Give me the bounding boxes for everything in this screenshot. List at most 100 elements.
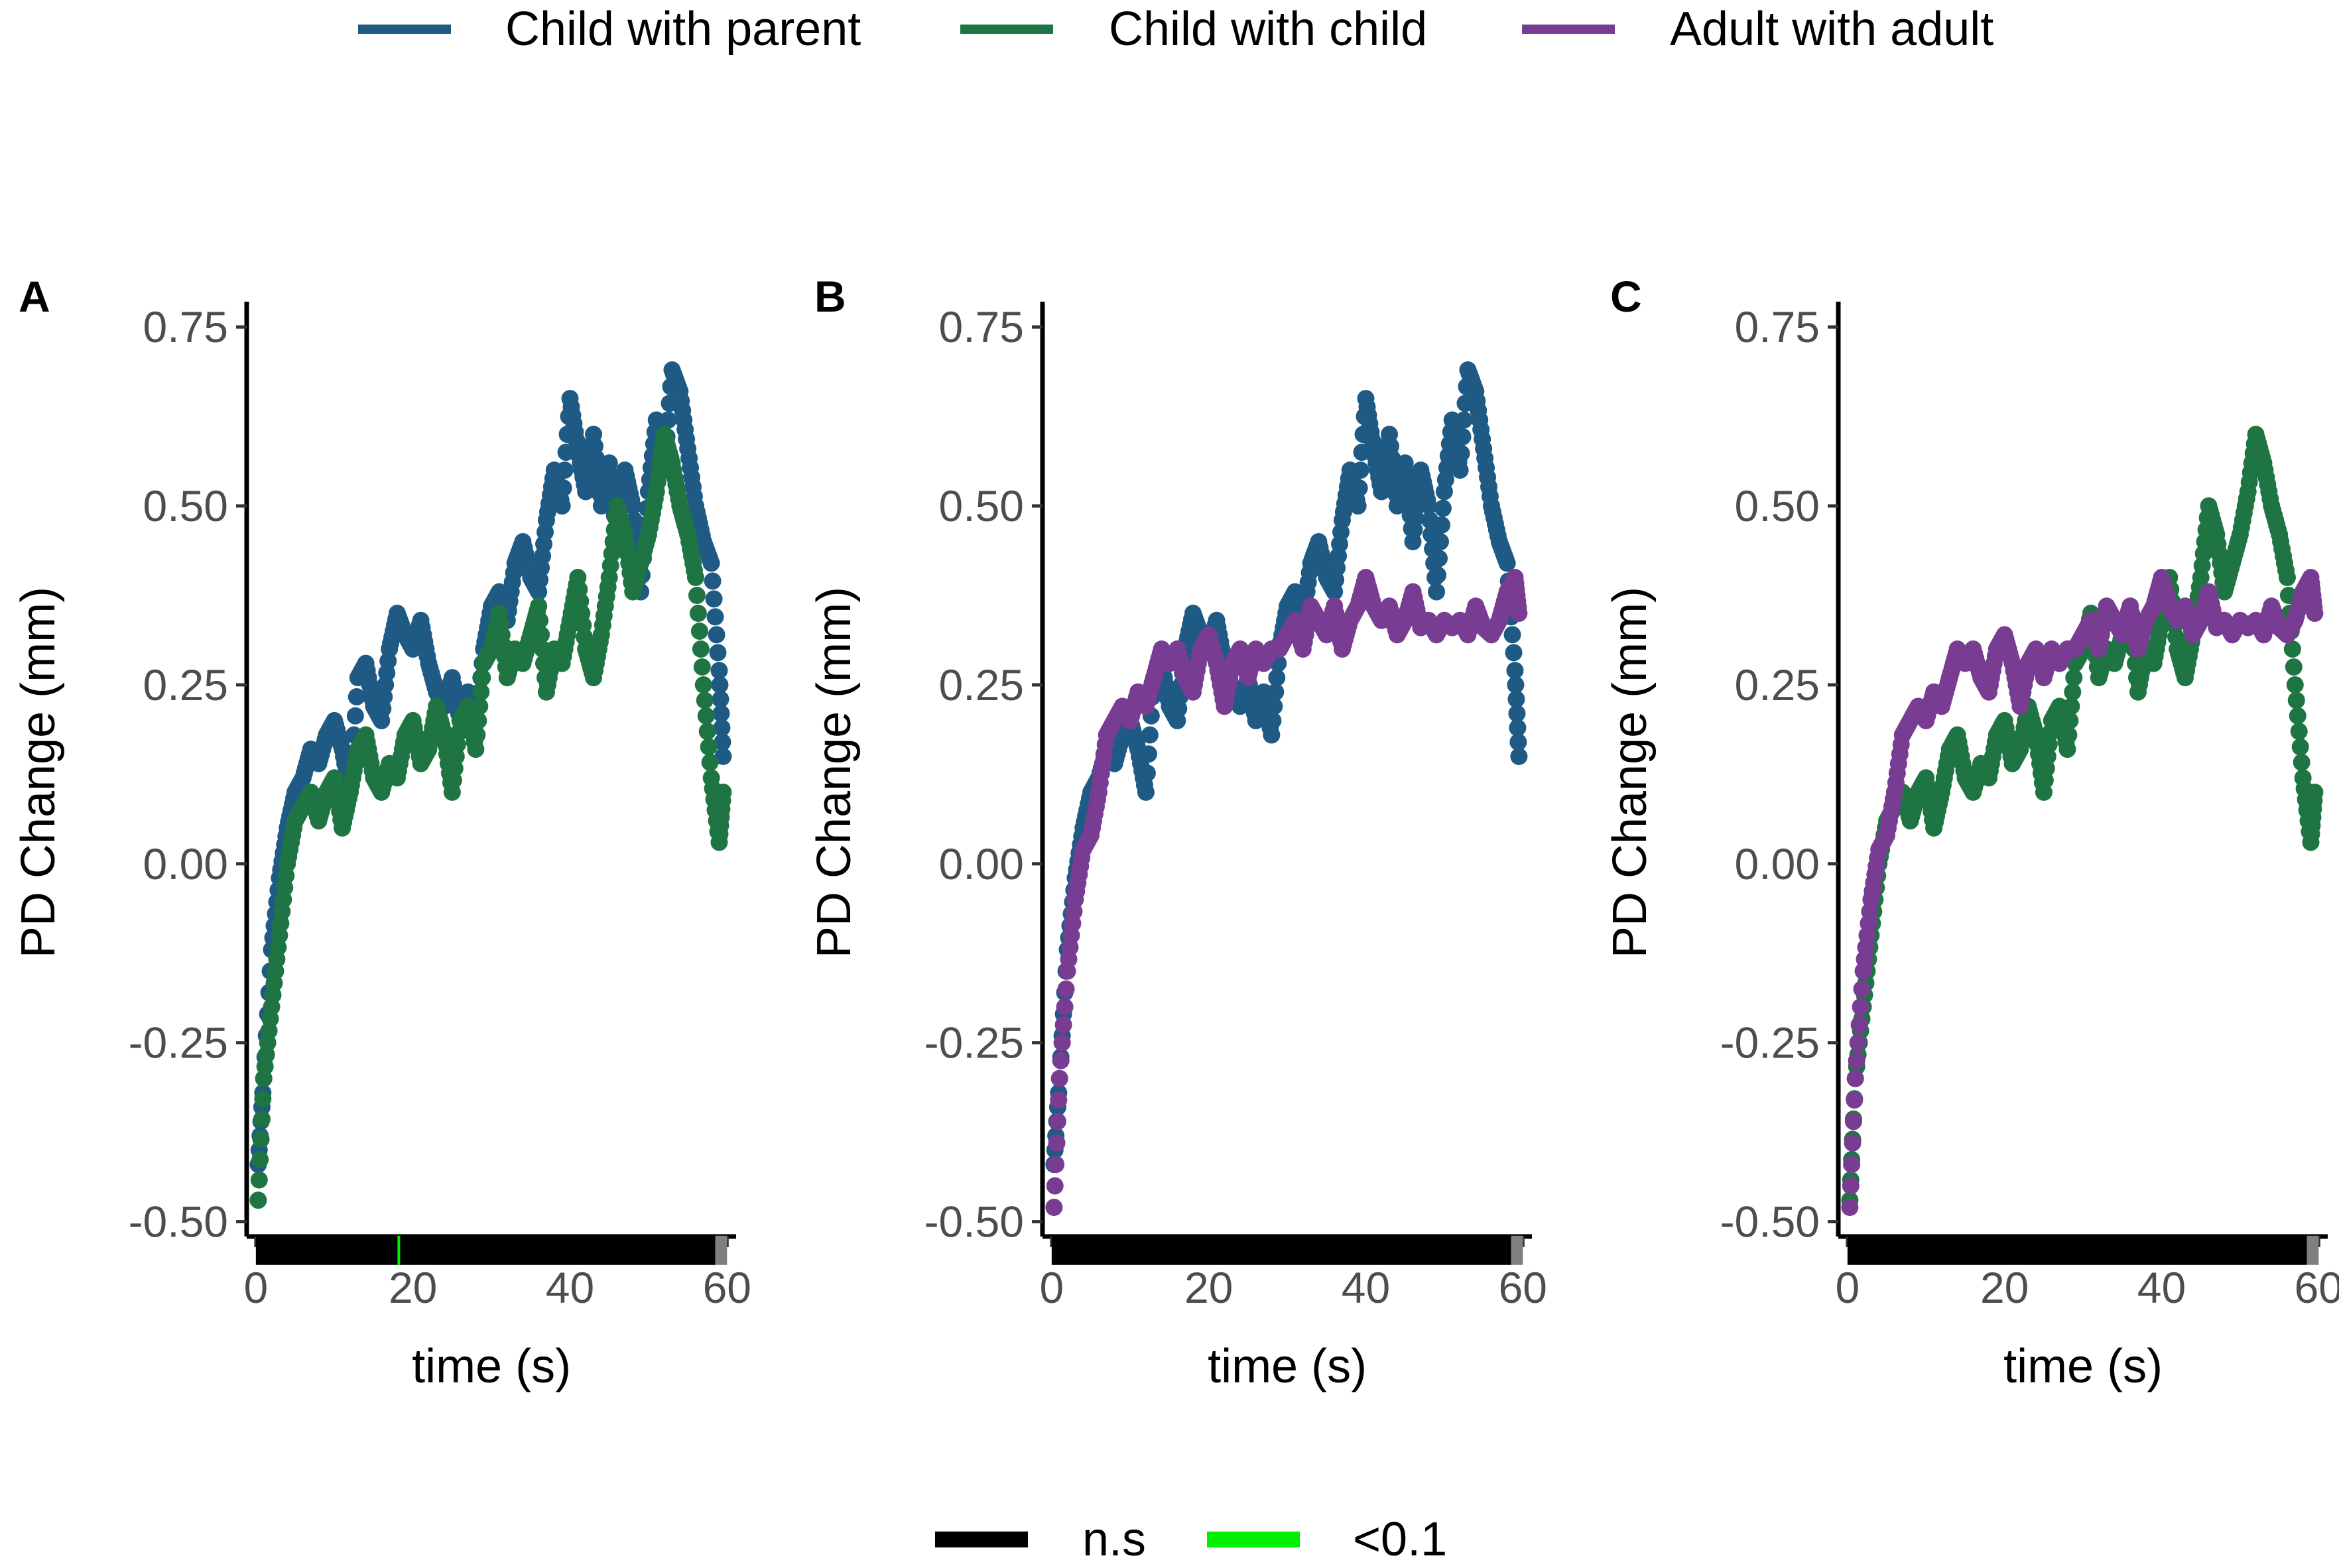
data-point xyxy=(1848,1052,1865,1069)
x-tick-label: 0 xyxy=(1835,1263,1860,1312)
data-point xyxy=(1842,1177,1860,1195)
data-point xyxy=(1057,980,1075,998)
y-axis-title: PD Change (mm) xyxy=(808,587,861,958)
data-point xyxy=(1507,676,1525,694)
data-point xyxy=(1846,1069,1864,1087)
data-point xyxy=(706,608,724,626)
series-child-with-child xyxy=(249,426,732,1209)
x-tick-label: 60 xyxy=(1499,1263,1547,1312)
data-point xyxy=(1510,747,1528,765)
data-point xyxy=(2060,726,2078,744)
data-point xyxy=(1350,479,1368,497)
y-tick-label: -0.50 xyxy=(1720,1197,1820,1246)
legend-top: Child with parent Child with child Adult… xyxy=(358,3,1993,56)
data-point xyxy=(1268,669,1286,687)
y-tick-label: -0.25 xyxy=(129,1018,228,1067)
data-point xyxy=(2064,683,2082,701)
data-point xyxy=(252,1130,270,1148)
significance-bar xyxy=(1051,1235,1511,1265)
data-point xyxy=(474,669,491,687)
data-point xyxy=(472,683,490,701)
data-point xyxy=(2289,707,2307,725)
significance-bar xyxy=(1847,1235,2307,1265)
x-tick-label: 60 xyxy=(703,1263,751,1312)
legend-swatch-ns xyxy=(935,1532,1028,1547)
y-tick-label: 0.00 xyxy=(1735,839,1820,888)
data-point xyxy=(253,1110,271,1128)
data-point xyxy=(1509,733,1527,751)
data-point xyxy=(700,738,718,756)
data-point xyxy=(714,747,732,765)
data-point xyxy=(2061,711,2079,729)
x-tick-label: 20 xyxy=(1980,1263,2029,1312)
data-point xyxy=(694,676,712,694)
data-point xyxy=(1506,662,1524,680)
y-tick-label: 0.50 xyxy=(939,481,1024,530)
data-point xyxy=(713,719,731,737)
data-point xyxy=(1053,1034,1071,1052)
data-point xyxy=(2293,753,2310,771)
y-tick-label: 0.75 xyxy=(939,302,1024,351)
data-point xyxy=(467,741,485,758)
data-point xyxy=(2283,640,2301,658)
y-tick-label: 0.25 xyxy=(939,660,1024,709)
data-point xyxy=(1047,1156,1065,1174)
data-point xyxy=(1503,626,1521,644)
data-point xyxy=(711,676,729,694)
data-point xyxy=(1397,467,1415,485)
significance-bar-end xyxy=(1511,1235,1523,1265)
y-axis-title: PD Change (mm) xyxy=(1604,587,1657,958)
series-adult-with-adult xyxy=(1841,569,2324,1217)
data-point xyxy=(1849,1034,1867,1052)
x-axis-title: time (s) xyxy=(2003,1340,2163,1393)
data-point xyxy=(470,711,487,729)
data-point xyxy=(701,753,719,771)
data-point xyxy=(1352,461,1369,479)
data-point xyxy=(471,697,489,715)
data-point xyxy=(704,572,722,590)
legend-label-child-with-parent: Child with parent xyxy=(505,3,861,56)
data-point xyxy=(709,644,727,662)
data-point xyxy=(1430,550,1448,568)
data-point xyxy=(2291,738,2309,756)
data-point xyxy=(1853,980,1871,998)
data-point xyxy=(1509,719,1527,737)
significance-mark-lt01 xyxy=(397,1235,401,1265)
x-tick-label: 40 xyxy=(1342,1263,1390,1312)
data-point xyxy=(1428,583,1446,601)
data-point xyxy=(1265,697,1283,715)
data-point xyxy=(1429,566,1447,584)
data-point xyxy=(697,707,715,725)
significance-bar-end xyxy=(715,1235,727,1265)
panel-a: A 0.75 0.50 0.25 0.00 -0.25 -0.50 0 20 40 60 time (… xyxy=(12,272,751,1393)
data-point xyxy=(1137,783,1155,801)
data-point xyxy=(1507,690,1525,708)
data-point xyxy=(1056,998,1074,1016)
x-axis-title: time (s) xyxy=(412,1340,571,1393)
data-point xyxy=(714,733,731,751)
data-point xyxy=(1852,998,1869,1016)
x-tick-label: 0 xyxy=(1039,1263,1064,1312)
data-point xyxy=(531,611,549,629)
data-point xyxy=(1510,605,1528,622)
data-point xyxy=(624,497,642,515)
data-point xyxy=(1267,683,1285,701)
data-point xyxy=(1050,1091,1068,1109)
data-point xyxy=(1850,1016,1868,1034)
y-tick-label: -0.50 xyxy=(924,1197,1024,1246)
panel-label: A xyxy=(19,272,50,321)
legend-swatch-child-with-parent xyxy=(358,25,451,34)
data-point xyxy=(250,1171,268,1189)
data-point xyxy=(554,479,572,497)
data-point xyxy=(1045,1199,1063,1217)
legend-label-child-with-child: Child with child xyxy=(1109,3,1427,56)
data-point xyxy=(2065,669,2083,687)
series-adult-with-adult xyxy=(1045,569,1528,1217)
y-tick-label: 0.50 xyxy=(1735,481,1820,530)
data-point xyxy=(1452,444,1470,462)
data-point xyxy=(1846,1091,1864,1109)
legend-label-adult-with-adult: Adult with adult xyxy=(1670,3,1993,56)
significance-bar xyxy=(255,1235,716,1265)
data-point xyxy=(702,554,720,572)
